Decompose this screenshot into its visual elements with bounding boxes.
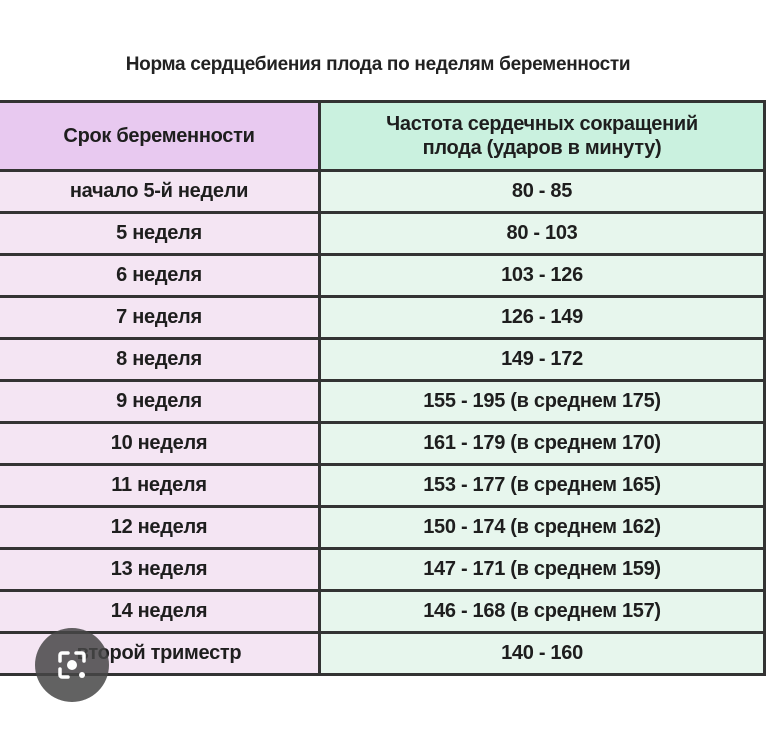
cell-term: 5 неделя xyxy=(0,211,321,256)
table-row: 10 неделя 161 - 179 (в среднем 170) xyxy=(0,421,766,466)
page-title: Норма сердцебиения плода по неделям бере… xyxy=(125,54,631,75)
table-header-row: Срок беременности Частота сердечных сокр… xyxy=(0,100,766,172)
table-row: 11 неделя 153 - 177 (в среднем 165) xyxy=(0,463,766,508)
table-row: второй триместр 140 - 160 xyxy=(0,631,766,676)
cell-heart-rate: 155 - 195 (в среднем 175) xyxy=(318,379,766,424)
cell-term: 8 неделя xyxy=(0,337,321,382)
table-row: начало 5-й недели 80 - 85 xyxy=(0,169,766,214)
cell-term: 9 неделя xyxy=(0,379,321,424)
cell-heart-rate: 126 - 149 xyxy=(318,295,766,340)
cell-term: 13 неделя xyxy=(0,547,321,592)
cell-term: 14 неделя xyxy=(0,589,321,634)
table-row: 14 неделя 146 - 168 (в среднем 157) xyxy=(0,589,766,634)
column-header-heart-rate: Частота сердечных сокращений плода (удар… xyxy=(318,100,766,172)
table-row: 7 неделя 126 - 149 xyxy=(0,295,766,340)
lens-search-button[interactable] xyxy=(35,628,109,702)
cell-term: 10 неделя xyxy=(0,421,321,466)
cell-heart-rate: 149 - 172 xyxy=(318,337,766,382)
cell-heart-rate: 103 - 126 xyxy=(318,253,766,298)
table-row: 12 неделя 150 - 174 (в среднем 162) xyxy=(0,505,766,550)
table-row: 13 неделя 147 - 171 (в среднем 159) xyxy=(0,547,766,592)
lens-search-icon xyxy=(58,651,86,679)
heart-rate-table: Срок беременности Частота сердечных сокр… xyxy=(0,100,766,676)
cell-term: 6 неделя xyxy=(0,253,321,298)
cell-heart-rate: 153 - 177 (в среднем 165) xyxy=(318,463,766,508)
cell-heart-rate: 161 - 179 (в среднем 170) xyxy=(318,421,766,466)
cell-heart-rate: 140 - 160 xyxy=(318,631,766,676)
cell-term: начало 5-й недели xyxy=(0,169,321,214)
cell-term: 12 неделя xyxy=(0,505,321,550)
column-header-term: Срок беременности xyxy=(0,100,321,172)
table-row: 5 неделя 80 - 103 xyxy=(0,211,766,256)
cell-heart-rate: 80 - 103 xyxy=(318,211,766,256)
cell-heart-rate: 150 - 174 (в среднем 162) xyxy=(318,505,766,550)
table-row: 6 неделя 103 - 126 xyxy=(0,253,766,298)
cell-heart-rate: 147 - 171 (в среднем 159) xyxy=(318,547,766,592)
cell-heart-rate: 80 - 85 xyxy=(318,169,766,214)
cell-term: 7 неделя xyxy=(0,295,321,340)
cell-term: 11 неделя xyxy=(0,463,321,508)
table-row: 9 неделя 155 - 195 (в среднем 175) xyxy=(0,379,766,424)
table-row: 8 неделя 149 - 172 xyxy=(0,337,766,382)
cell-heart-rate: 146 - 168 (в среднем 157) xyxy=(318,589,766,634)
